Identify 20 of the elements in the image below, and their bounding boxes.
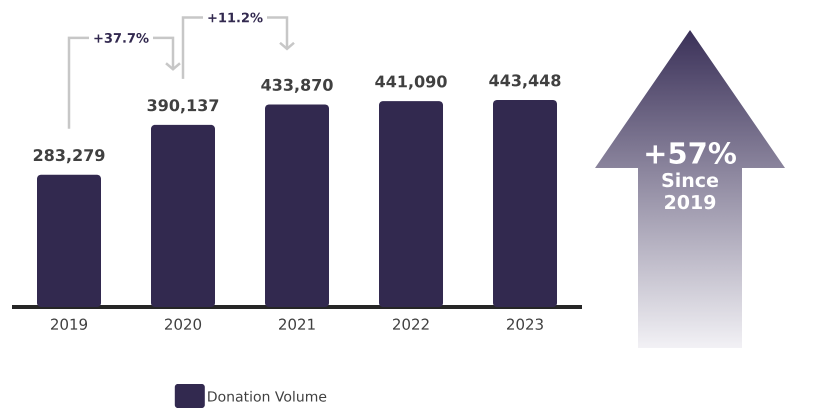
bar [265,104,330,307]
data-label: 441,090 [375,75,447,90]
x-tick-label: 2019 [51,318,88,330]
text: +37.7% [94,32,149,43]
x-tick-label: 2020 [165,318,202,330]
legend-label: Donation Volume [208,390,326,402]
bar [493,100,558,307]
bar [379,101,444,307]
data-label: 390,137 [148,99,218,114]
text: Since 2019 [662,172,718,210]
x-tick-label: 2023 [507,318,543,330]
data-label: 443,448 [489,74,560,88]
x-tick-label: 2021 [279,318,315,330]
bar [37,174,101,307]
x-tick-label: 2022 [393,318,429,330]
text: +57% [646,142,736,164]
bar [151,124,215,307]
data-label: 283,279 [34,149,104,164]
data-label: 433,870 [261,78,333,93]
text: +11.2% [208,12,263,22]
